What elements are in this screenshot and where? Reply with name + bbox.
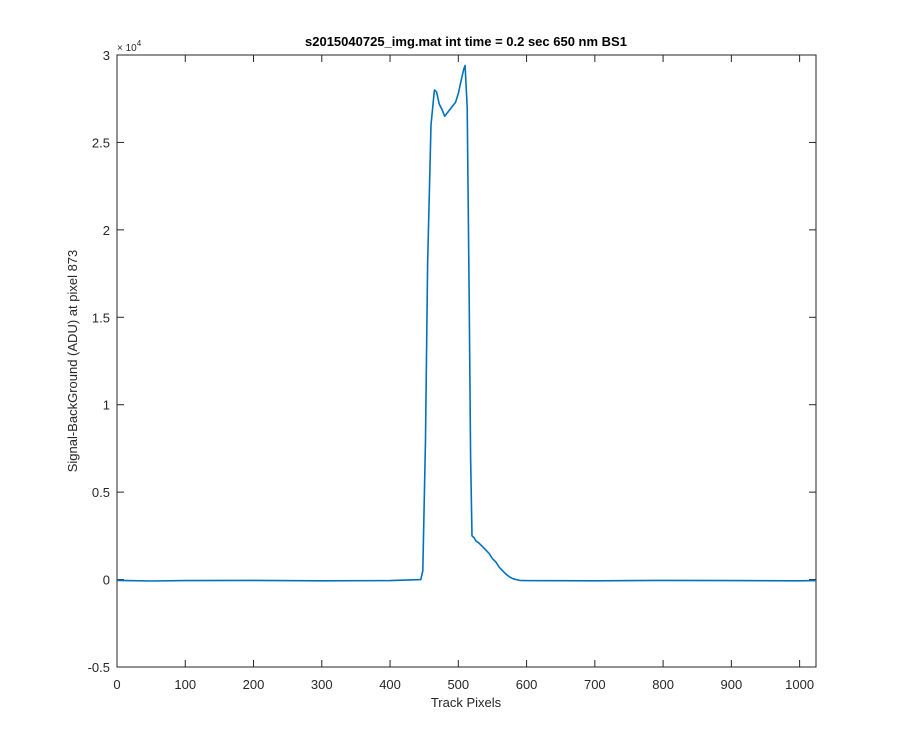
y-tick-label: 3 (103, 48, 110, 63)
y-tick-label: 1 (103, 398, 110, 413)
y-tick-label: 2.5 (92, 135, 110, 150)
x-tick-label: 900 (721, 677, 743, 692)
y-exponent-power: 4 (137, 39, 142, 48)
x-tick-label: 300 (311, 677, 333, 692)
y-tick-label: 1.5 (92, 310, 110, 325)
x-tick-label: 0 (113, 677, 120, 692)
x-tick-label: 500 (447, 677, 469, 692)
y-exponent-base: × 10 (117, 43, 137, 54)
x-tick-label: 1000 (785, 677, 814, 692)
x-axis-label: Track Pixels (431, 695, 502, 710)
x-tick-label: 400 (379, 677, 401, 692)
series-line (116, 64, 817, 582)
x-tick-label: 600 (516, 677, 538, 692)
series-group (116, 64, 817, 582)
x-tick-label: 100 (174, 677, 196, 692)
y-tick-label: 2 (103, 223, 110, 238)
x-tick-label: 800 (652, 677, 674, 692)
y-tick-label: -0.5 (88, 660, 110, 675)
chart-title: s2015040725_img.mat int time = 0.2 sec 6… (305, 34, 627, 49)
y-axis-label: Signal-BackGround (ADU) at pixel 873 (65, 250, 80, 473)
x-tick-label: 200 (243, 677, 265, 692)
axis-ticks: 0 100 200 300 400 500 600 700 800 900 1000-0.500.5… (88, 48, 816, 692)
y-tick-label: 0 (103, 573, 110, 588)
y-exponent-label: × 104 (117, 39, 142, 54)
plot-area (116, 54, 817, 668)
x-tick-label: 700 (584, 677, 606, 692)
y-tick-label: 0.5 (92, 485, 110, 500)
